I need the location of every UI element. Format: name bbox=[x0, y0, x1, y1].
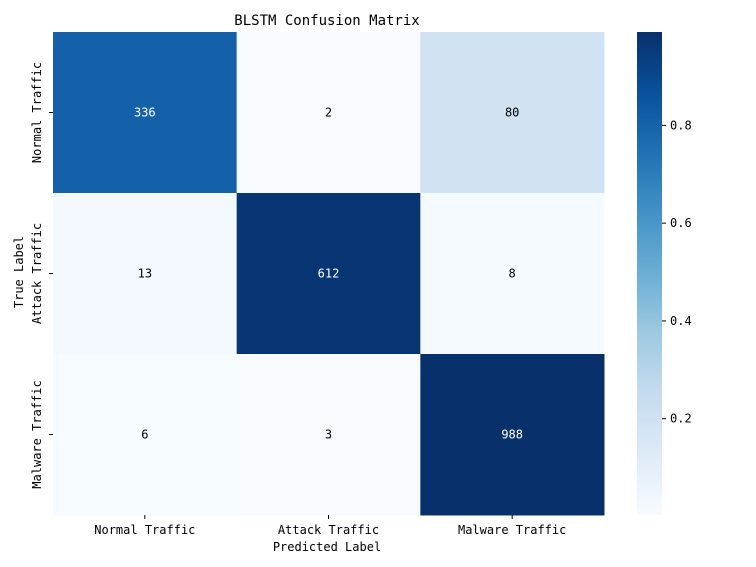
x-axis: Normal Traffic Attack Traffic Malware Traf… bbox=[94, 515, 566, 537]
heatmap-cell-value: 612 bbox=[318, 267, 340, 281]
colorbar-ticks: 0.2 0.4 0.6 0.8 bbox=[662, 118, 692, 426]
heatmap-cell-value: 8 bbox=[509, 267, 516, 281]
heatmap-cell bbox=[420, 354, 605, 516]
y-tick-label: Attack Traffic bbox=[30, 223, 44, 324]
x-tick-label: Normal Traffic bbox=[94, 523, 195, 537]
heatmap-cell-value: 6 bbox=[141, 428, 148, 442]
x-tick-label: Attack Traffic bbox=[278, 523, 379, 537]
colorbar-tick-label: 0.6 bbox=[670, 216, 692, 230]
heatmap-cell bbox=[53, 193, 238, 355]
heatmap-cell bbox=[236, 354, 421, 516]
chart-title: BLSTM Confusion Matrix bbox=[234, 13, 419, 29]
heatmap-cell-value: 988 bbox=[501, 428, 523, 442]
heatmap-cell-value: 13 bbox=[138, 267, 152, 281]
colorbar-tick-label: 0.8 bbox=[670, 118, 692, 132]
heatmap-cell-value: 336 bbox=[134, 106, 156, 120]
y-axis-label: True Label bbox=[12, 236, 26, 308]
x-axis-label: Predicted Label bbox=[273, 540, 381, 554]
heatmap-cells bbox=[53, 32, 605, 516]
y-tick-label: Normal Traffic bbox=[30, 62, 44, 163]
heatmap-cell-labels: 336 2 80 13 612 8 6 3 988 bbox=[134, 106, 523, 442]
heatmap-cell-value: 3 bbox=[325, 428, 332, 442]
colorbar-tick-label: 0.2 bbox=[670, 412, 692, 426]
heatmap-cell bbox=[53, 32, 238, 194]
heatmap-cell bbox=[236, 193, 421, 355]
y-tick-label: Malware Traffic bbox=[30, 380, 44, 488]
y-axis: Normal Traffic Attack Traffic Malware Traf… bbox=[30, 62, 53, 489]
heatmap-cell bbox=[236, 32, 421, 194]
heatmap-cell bbox=[53, 354, 238, 516]
heatmap-cell-value: 80 bbox=[505, 106, 519, 120]
x-tick-label: Malware Traffic bbox=[458, 523, 566, 537]
heatmap-cell-value: 2 bbox=[325, 106, 332, 120]
heatmap-cell bbox=[420, 32, 605, 194]
heatmap-cell bbox=[420, 193, 605, 355]
colorbar-tick-label: 0.4 bbox=[670, 314, 692, 328]
colorbar bbox=[637, 32, 662, 515]
